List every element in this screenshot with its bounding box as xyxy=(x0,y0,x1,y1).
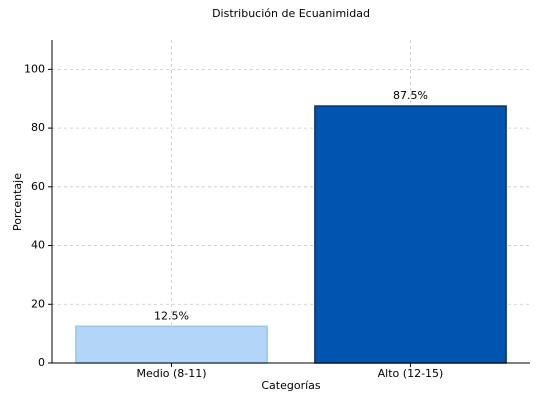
marks xyxy=(75,105,507,364)
x-axis-label: Categorías xyxy=(261,379,321,392)
y-axis-label: Porcentaje xyxy=(11,173,24,231)
data-label: 87.5% xyxy=(393,89,428,102)
chart-title: Distribución de Ecuanimidad xyxy=(212,7,370,20)
y-tick-label: 40 xyxy=(31,239,45,252)
y-tick-label: 100 xyxy=(24,62,45,75)
x-tick-label: Medio (8-11) xyxy=(136,367,206,380)
y-tick-label: 20 xyxy=(31,297,45,310)
y-tick-label: 80 xyxy=(31,121,45,134)
x-tick-label: Alto (12-15) xyxy=(378,367,444,380)
y-tick-label: 60 xyxy=(31,180,45,193)
data-label: 12.5% xyxy=(154,309,189,322)
bar xyxy=(75,325,268,364)
y-tick-label: 0 xyxy=(38,356,45,369)
bar xyxy=(314,105,507,364)
